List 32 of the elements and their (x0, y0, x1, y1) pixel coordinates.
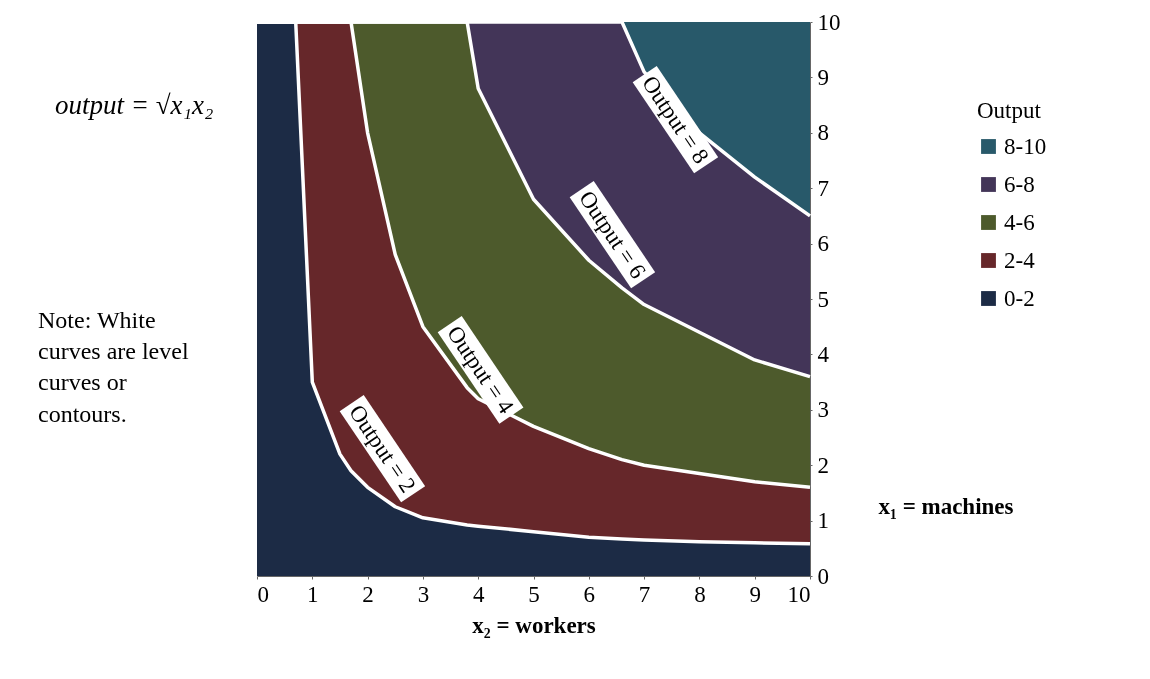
y-tick-label: 7 (817, 175, 829, 201)
y-tick-label: 9 (817, 64, 829, 90)
x-tick-label: 2 (362, 581, 374, 607)
y-tick-label: 3 (817, 397, 829, 423)
x-axis-title: x₂ = workers (472, 612, 596, 638)
y-tick-label: 6 (817, 231, 829, 257)
text: output = √x₁x₂ (55, 89, 215, 122)
x-tick-label: 10 (787, 581, 811, 607)
legend-label: 8-10 (1004, 133, 1047, 159)
legend-label: 4-6 (1004, 209, 1035, 235)
y-tick-label: 2 (817, 452, 829, 478)
y-tick-label: 1 (817, 508, 829, 534)
x-tick-label: 8 (694, 581, 706, 607)
y-tick-label: 10 (817, 9, 841, 35)
x-tick-label: 3 (417, 581, 430, 607)
text: Note: White curves are level curves or contours. (38, 306, 190, 429)
x-tick-label: 9 (749, 581, 761, 607)
y-tick-label: 0 (817, 563, 829, 589)
legend-label: 6-8 (1004, 171, 1035, 197)
legend-label: 0-2 (1004, 285, 1035, 311)
x-tick-label: 4 (472, 581, 485, 607)
y-axis-title: x₁ = machines (878, 493, 1014, 519)
legend-title: Output (977, 98, 1042, 123)
x-tick-label: 0 (257, 581, 269, 607)
legend-label: 2-4 (1004, 247, 1036, 273)
x-tick-label: 6 (583, 581, 596, 607)
y-tick-label: 5 (817, 286, 829, 312)
x-tick-label: 1 (307, 581, 319, 607)
x-tick-label: 5 (528, 581, 540, 607)
y-tick-label: 4 (817, 341, 830, 367)
y-tick-label: 8 (817, 120, 829, 146)
x-tick-label: 7 (638, 581, 651, 607)
